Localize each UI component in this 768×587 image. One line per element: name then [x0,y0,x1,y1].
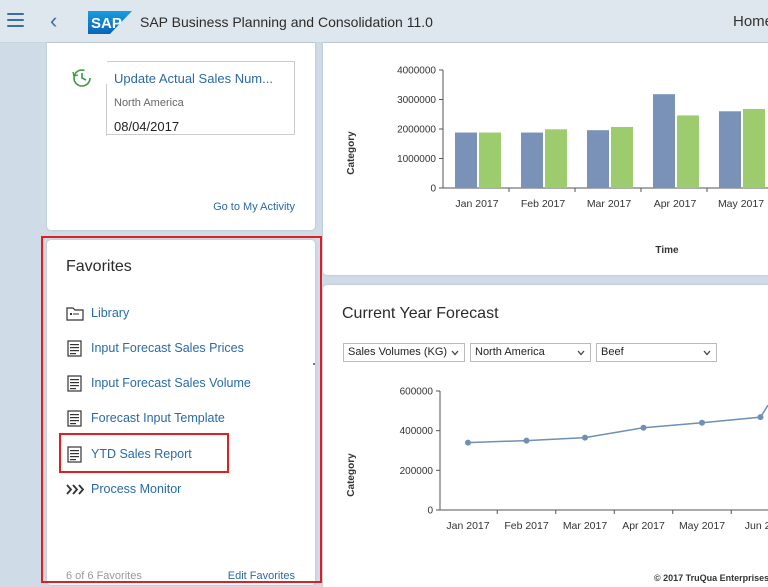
splitter-handle[interactable] [313,363,315,365]
y-tick-label: 400000 [400,426,434,437]
menu-icon[interactable] [7,13,24,27]
measure-select-value: Sales Volumes (KG) [348,346,448,358]
favorites-card: Favorites Library Input Forecast Sales P… [47,240,315,585]
x-axis-title: Time [655,245,679,256]
y-axis-title: Category [346,453,357,497]
bar [677,115,699,188]
shell-bar: ‹ SAP SAP Business Planning and Consolid… [0,0,768,43]
x-tick-label: Mar 2017 [563,520,608,532]
report-icon [67,410,82,427]
x-tick-label: Jan 2017 [446,520,489,532]
activity-region: North America [114,97,184,109]
x-tick-label: Feb 2017 [521,198,566,210]
favorite-label: Process Monitor [91,482,182,496]
y-tick-label: 4000000 [397,66,436,77]
current-year-forecast-card: Current Year Forecast Sales Volumes (KG)… [323,285,768,587]
bar [479,132,501,188]
bar [455,132,477,188]
x-tick-label: Mar 2017 [587,198,632,210]
activity-item[interactable]: Update Actual Sales Num... North America… [106,61,295,136]
favorites-title: Favorites [66,258,132,275]
sap-logo: SAP [88,11,132,34]
data-point [582,434,588,441]
product-select[interactable]: Beef [596,343,717,362]
activity-title[interactable]: Update Actual Sales Num... [114,71,273,86]
go-to-my-activity-link[interactable]: Go to My Activity [213,201,295,213]
back-icon[interactable]: ‹ [50,8,58,33]
y-tick-label: 1000000 [397,154,436,165]
activity-date: 08/04/2017 [114,119,180,134]
data-point [465,439,471,446]
bar [743,108,765,188]
y-tick-label: 3000000 [397,95,436,106]
favorite-label: Input Forecast Sales Volume [91,376,251,390]
app-title: SAP Business Planning and Consolidation … [140,14,433,30]
favorite-label: Forecast Input Template [91,411,225,425]
y-tick-label: 200000 [400,466,434,477]
chevron-down-icon [577,350,585,356]
edit-favorites-link[interactable]: Edit Favorites [227,570,295,582]
bar-chart: 4000000 3000000 2000000 1000000 0 Jan 2017 Feb… [346,66,768,256]
folder-icon [66,307,84,321]
report-icon [67,446,82,463]
data-point [640,424,647,431]
x-tick-label: Jan 2017 [455,198,498,210]
favorite-label: Library [91,306,130,320]
forecast-title: Current Year Forecast [342,305,499,322]
svg-text:SAP: SAP [91,15,122,32]
x-tick-label: Apr 2017 [622,520,665,532]
data-point [523,437,530,444]
product-select-value: Beef [601,346,624,358]
y-tick-label: 0 [427,506,433,517]
bar [545,129,567,188]
report-icon [67,340,82,357]
x-tick-label: Feb 2017 [504,520,549,532]
y-axis-title: Category [346,131,357,175]
favorite-label: YTD Sales Report [91,447,192,461]
series-line [467,404,768,444]
process-icon [66,484,84,495]
bar [653,94,675,188]
favorites-count: 6 of 6 Favorites [66,570,142,582]
favorite-label: Input Forecast Sales Prices [91,341,244,355]
sales-bar-chart-card: 4000000 3000000 2000000 1000000 0 Jan 2017 Feb… [323,43,768,275]
chevron-down-icon [451,350,459,356]
y-tick-label: 0 [430,184,436,195]
region-select-value: North America [475,346,545,358]
chevron-down-icon [703,350,711,356]
copyright-text: © 2017 TruQua Enterprises [654,573,768,583]
measure-select[interactable]: Sales Volumes (KG) [343,343,465,362]
data-point [757,414,764,421]
bar [587,130,609,188]
report-icon [67,375,82,392]
bar [521,132,543,188]
clock-icon [72,69,91,87]
x-tick-label: Jun 20 [745,520,768,532]
bar [611,126,633,188]
y-tick-label: 2000000 [397,125,436,136]
bar [719,111,741,188]
home-link[interactable]: Home [733,13,768,30]
line-chart: 600000 400000 200000 0 Jan 2017 Feb 2017 Mar 2… [346,387,768,532]
x-tick-label: May 2017 [718,198,764,210]
x-tick-label: Apr 2017 [654,198,697,210]
region-select[interactable]: North America [470,343,591,362]
data-point [699,419,705,426]
my-activity-card: Update Actual Sales Num... North America… [47,43,315,230]
x-tick-label: May 2017 [679,520,725,532]
y-tick-label: 600000 [400,387,434,398]
